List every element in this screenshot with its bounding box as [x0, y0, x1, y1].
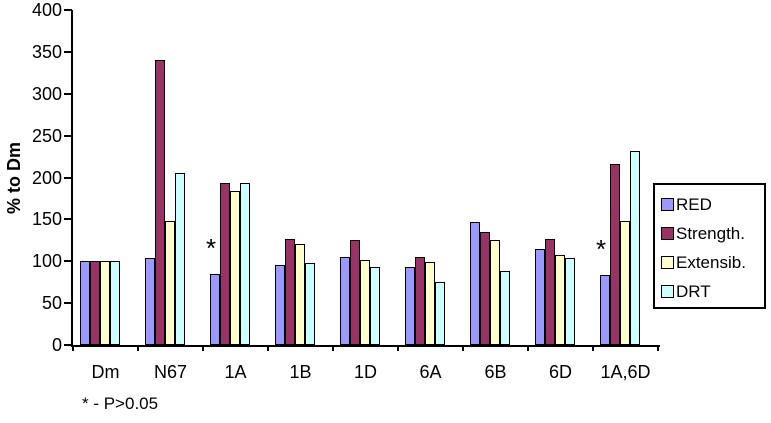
- bar-strength--1a: [220, 183, 230, 345]
- x-axis-category-label: 1B: [289, 362, 312, 382]
- x-axis-tick: [657, 345, 659, 351]
- bar-red-dm: [80, 261, 90, 345]
- bar-red-1a: [210, 273, 220, 345]
- footnote: * - P>0.05: [82, 394, 159, 413]
- bar-drt-6d: [565, 257, 575, 345]
- x-axis-tick: [267, 345, 269, 351]
- y-axis-tick: [64, 134, 72, 137]
- bar-strength--6a: [415, 257, 425, 345]
- y-axis-tick-label: 200: [31, 167, 62, 188]
- bar-strength--dm: [90, 261, 100, 345]
- legend-swatch-strength-: [661, 227, 674, 240]
- y-axis-tick-label: 150: [31, 209, 62, 230]
- legend-label: RED: [676, 194, 712, 214]
- bar-strength--1b: [285, 238, 295, 345]
- bar-extensib--6b: [490, 240, 500, 345]
- bar-extensib--1a: [230, 190, 240, 345]
- x-axis-category-label: Dm: [91, 362, 120, 382]
- bar-extensib--1d: [360, 259, 370, 345]
- x-axis-category-label: 6B: [484, 362, 507, 382]
- bar-drt-6b: [500, 271, 510, 345]
- bar-extensib--6d: [555, 255, 565, 345]
- y-axis-tick-label: 250: [31, 125, 62, 146]
- x-axis-tick: [397, 345, 399, 351]
- y-axis-tick-label: 50: [41, 293, 62, 314]
- x-axis-tick: [527, 345, 529, 351]
- bar-drt-1a-6d: [630, 150, 640, 345]
- y-axis-tick-label: 350: [31, 41, 62, 62]
- y-axis-tick: [64, 92, 72, 95]
- bar-strength--6b: [480, 231, 490, 345]
- significance-asterisk-1a-6d: *: [595, 234, 607, 265]
- y-axis-tick: [64, 9, 72, 11]
- bar-red-1b: [275, 265, 285, 345]
- bar-red-6b: [470, 221, 480, 345]
- x-axis-tick: [462, 345, 464, 351]
- legend-label: DRT: [676, 281, 711, 301]
- legend-swatch-extensib-: [661, 256, 674, 269]
- y-axis-tick-label: 300: [31, 83, 62, 104]
- bar-red-1d: [340, 257, 350, 345]
- x-axis-category-label: N67: [153, 362, 188, 382]
- legend-item-extensib-: Extensib.: [661, 248, 764, 277]
- y-axis-tick: [64, 50, 72, 53]
- y-axis-tick: [64, 344, 72, 346]
- legend-item-strength-: Strength.: [661, 219, 764, 248]
- bar-extensib--dm: [100, 261, 110, 345]
- x-axis-category-label: 1A,6D: [600, 362, 651, 382]
- bar-drt-1b: [305, 262, 315, 345]
- bar-strength--6d: [545, 238, 555, 345]
- bar-red-n67: [145, 257, 155, 345]
- y-axis-tick: [64, 260, 72, 263]
- legend-swatch-red: [661, 198, 674, 211]
- y-axis-tick: [64, 176, 72, 179]
- y-axis-tick: [64, 218, 72, 221]
- bar-extensib--1a-6d: [620, 221, 630, 345]
- x-axis-tick: [137, 345, 139, 351]
- y-axis-tick: [64, 302, 72, 305]
- legend-label: Extensib.: [676, 252, 746, 272]
- bar-drt-dm: [110, 261, 120, 345]
- bar-drt-6a: [435, 282, 445, 345]
- legend-item-drt: DRT: [661, 277, 764, 306]
- significance-asterisk-1a: *: [205, 232, 217, 263]
- bar-extensib--1b: [295, 243, 305, 345]
- x-axis-tick: [72, 345, 74, 351]
- bar-strength--n67: [155, 60, 165, 345]
- legend-label: Strength.: [676, 223, 745, 243]
- x-axis-tick: [202, 345, 204, 351]
- bar-red-6d: [535, 248, 545, 345]
- legend-swatch-drt: [661, 285, 674, 298]
- bar-extensib--6a: [425, 262, 435, 345]
- legend: RED Strength. Extensib. DRT: [653, 183, 766, 309]
- bar-extensib--n67: [165, 221, 175, 345]
- x-axis-tick: [332, 345, 334, 351]
- x-axis-category-label: 1D: [353, 362, 377, 382]
- bar-red-6a: [405, 267, 415, 345]
- x-axis-tick: [592, 345, 594, 351]
- x-axis-category-label: 6D: [548, 362, 572, 382]
- x-axis-category-label: 6A: [419, 362, 442, 382]
- bar-strength--1a-6d: [610, 164, 620, 345]
- bar-drt-1a: [240, 183, 250, 345]
- y-axis-tick-label: 100: [31, 251, 62, 272]
- y-axis-tick-label: 0: [51, 335, 62, 355]
- bar-drt-n67: [175, 173, 185, 345]
- bar-strength--1d: [350, 240, 360, 345]
- legend-item-red: RED: [661, 190, 764, 219]
- bar-red-1a-6d: [600, 275, 610, 345]
- bar-drt-1d: [370, 267, 380, 345]
- y-axis-tick-label: 400: [31, 0, 62, 20]
- x-axis-category-label: 1A: [224, 362, 247, 382]
